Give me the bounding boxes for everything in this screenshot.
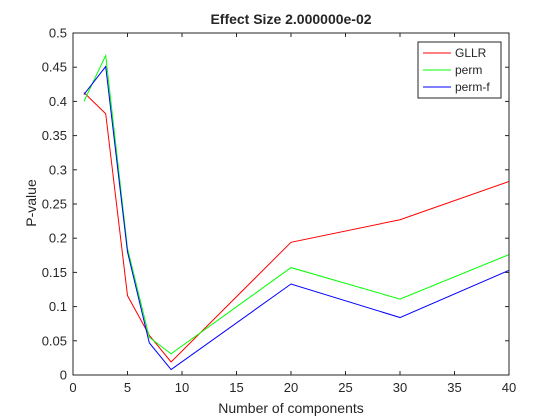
x-tick-label: 40 — [502, 380, 516, 395]
y-tick-label: 0.25 — [42, 197, 67, 212]
y-tick-label: 0.2 — [49, 231, 67, 246]
legend-label-perm: perm — [455, 63, 482, 77]
x-tick-label: 10 — [175, 380, 189, 395]
x-tick-label: 5 — [124, 380, 131, 395]
x-tick-label: 20 — [284, 380, 298, 395]
y-tick-label: 0.1 — [49, 299, 67, 314]
y-tick-label: 0 — [60, 368, 67, 383]
series-line-gllr — [83, 92, 510, 363]
y-tick-label: 0.05 — [42, 333, 67, 348]
y-tick-label: 0.5 — [49, 26, 67, 41]
x-tick-label: 30 — [393, 380, 407, 395]
series-line-perm-f — [83, 65, 510, 371]
y-tick-label: 0.45 — [42, 60, 67, 75]
x-tick-label: 0 — [69, 380, 76, 395]
x-tick-label: 25 — [338, 380, 352, 395]
legend-label-gllr: GLLR — [455, 46, 487, 60]
plot-area: 0 5 10 15 20 25 30 35 40 0 0.05 0.1 0.15 0.2 0.25 0.3 0.… — [42, 26, 517, 396]
y-tick-label: 0.3 — [49, 162, 67, 177]
y-tick-label: 0.4 — [49, 94, 67, 109]
series-line-perm — [83, 53, 510, 355]
y-tick-label: 0.35 — [42, 128, 67, 143]
y-axis-label: P-value — [23, 179, 39, 227]
x-axis-label: Number of components — [218, 400, 364, 416]
y-tick-label: 0.15 — [42, 265, 67, 280]
legend-label-perm-f: perm-f — [455, 80, 490, 94]
chart-title: Effect Size 2.000000e-02 — [210, 11, 371, 27]
x-tick-label: 15 — [229, 380, 243, 395]
x-tick-label: 35 — [447, 380, 461, 395]
